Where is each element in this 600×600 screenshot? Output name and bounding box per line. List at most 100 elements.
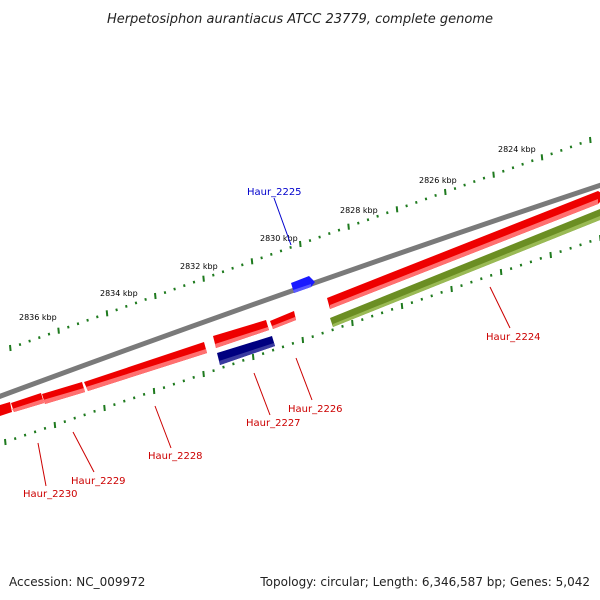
gene-haur-2224-arrow[interactable] xyxy=(327,191,600,309)
gene-haur-2229[interactable] xyxy=(42,382,85,404)
ruler-minor-tick xyxy=(63,420,67,424)
ruler-minor-tick xyxy=(241,263,244,267)
ruler-minor-tick xyxy=(390,307,394,311)
ruler-minor-tick xyxy=(260,256,263,260)
ruler-minor-tick xyxy=(318,235,321,239)
ruler-minor-tick xyxy=(291,341,295,345)
ruler-minor-tick xyxy=(460,284,463,288)
kbp-label-2824: 2824 kbp xyxy=(498,145,536,154)
gene-haur-2227-upper[interactable] xyxy=(213,320,269,348)
ruler-minor-tick xyxy=(430,294,433,298)
ruler-minor-tick xyxy=(73,416,76,420)
ruler-minor-tick xyxy=(529,260,533,264)
ruler-major-tick xyxy=(299,240,302,248)
ruler-minor-tick xyxy=(502,169,505,173)
ruler-minor-tick xyxy=(550,152,553,156)
ruler-minor-tick xyxy=(337,228,341,232)
ruler-minor-tick xyxy=(83,413,86,417)
ruler-minor-tick xyxy=(341,324,344,328)
ruler-minor-tick xyxy=(521,162,524,166)
ruler-minor-tick xyxy=(569,246,572,250)
ruler-major-tick xyxy=(57,327,60,334)
ruler-major-tick xyxy=(589,136,592,144)
ruler-major-tick xyxy=(251,353,255,361)
gene-label-haur-2227[interactable]: Haur_2227 xyxy=(246,418,301,429)
ruler-minor-tick xyxy=(23,433,27,437)
ruler-minor-tick xyxy=(579,243,582,247)
leader-line-haur-2229 xyxy=(72,431,95,473)
ruler-major-tick xyxy=(499,268,503,276)
ruler-minor-tick xyxy=(123,399,126,403)
ruler-minor-tick xyxy=(511,166,515,170)
ruler-minor-tick xyxy=(410,301,414,305)
ruler-minor-tick xyxy=(289,245,292,249)
ruler-minor-tick xyxy=(270,252,273,256)
kbp-label-2830: 2830 kbp xyxy=(260,234,298,243)
ruler-minor-tick xyxy=(489,273,493,277)
ruler-minor-tick xyxy=(560,148,563,152)
kbp-label-2826: 2826 kbp xyxy=(419,176,457,185)
gene-label-haur-2224[interactable]: Haur_2224 xyxy=(486,332,541,343)
map-title: Herpetosiphon aurantiacus ATCC 23779, co… xyxy=(107,12,493,27)
ruler-minor-tick xyxy=(415,200,418,204)
ruler-minor-tick xyxy=(308,239,312,243)
ruler-minor-tick xyxy=(531,159,534,163)
gene-haur-2225[interactable] xyxy=(291,276,315,293)
ruler-minor-tick xyxy=(142,392,146,396)
ruler-major-tick xyxy=(9,344,12,352)
ruler-minor-tick xyxy=(192,375,195,379)
ruler-minor-tick xyxy=(559,250,562,254)
leader-line-haur-2227 xyxy=(253,372,271,416)
ruler-minor-tick xyxy=(221,270,225,274)
ruler-major-tick xyxy=(540,154,544,161)
gene-label-haur-2226[interactable]: Haur_2226 xyxy=(288,404,343,415)
ruler-minor-tick xyxy=(424,197,428,201)
ruler-minor-tick xyxy=(480,277,483,281)
gene-label-haur-2230[interactable]: Haur_2230 xyxy=(23,489,78,500)
ruler-minor-tick xyxy=(183,284,186,288)
ruler-minor-tick xyxy=(212,369,215,373)
ruler-minor-tick xyxy=(115,308,118,312)
ruler-minor-tick xyxy=(281,345,285,349)
ruler-minor-tick xyxy=(331,328,334,332)
ruler-minor-tick xyxy=(311,335,314,339)
ruler-major-tick xyxy=(202,370,205,378)
ruler-minor-tick xyxy=(539,256,543,260)
leader-line-haur-2230 xyxy=(37,442,47,487)
ruler-minor-tick xyxy=(231,266,234,270)
ruler-major-tick xyxy=(549,251,552,259)
ruler-minor-tick xyxy=(509,267,513,271)
gene-label-haur-2225[interactable]: Haur_2225 xyxy=(247,187,302,198)
ruler-major-tick xyxy=(301,336,305,344)
gene-haur-2230[interactable] xyxy=(11,393,44,412)
ruler-minor-tick xyxy=(589,239,592,243)
gene-haur-2228[interactable] xyxy=(84,342,207,391)
gene-fragment-left[interactable] xyxy=(0,402,12,416)
ruler-minor-tick xyxy=(173,287,176,291)
gene-label-haur-2228[interactable]: Haur_2228 xyxy=(148,451,203,462)
ruler-minor-tick xyxy=(519,263,523,267)
gene-haur-2227[interactable] xyxy=(217,336,275,365)
ruler-minor-tick xyxy=(328,232,331,236)
kbp-label-2836: 2836 kbp xyxy=(19,313,57,322)
ruler-minor-tick xyxy=(366,218,370,222)
ruler-minor-tick xyxy=(453,187,457,191)
ruler-minor-tick xyxy=(134,301,138,305)
gene-haur-2224[interactable] xyxy=(330,209,600,327)
ruler-minor-tick xyxy=(212,273,215,277)
ruler-minor-tick xyxy=(242,358,245,362)
gene-label-haur-2229[interactable]: Haur_2229 xyxy=(71,476,126,487)
kbp-label-2832: 2832 kbp xyxy=(180,262,218,271)
gene-haur-2226[interactable] xyxy=(270,311,296,329)
kbp-label-2834: 2834 kbp xyxy=(100,289,138,298)
ruler-major-tick xyxy=(492,171,495,178)
ruler-minor-tick xyxy=(386,211,389,215)
ruler-dotted-line-top xyxy=(9,136,592,352)
ruler-minor-tick xyxy=(361,318,364,322)
ruler-major-tick xyxy=(444,188,447,196)
ruler-minor-tick xyxy=(279,249,283,253)
ruler-major-tick xyxy=(351,319,354,327)
ruler-major-tick xyxy=(347,223,350,230)
ruler-major-tick xyxy=(450,285,453,293)
